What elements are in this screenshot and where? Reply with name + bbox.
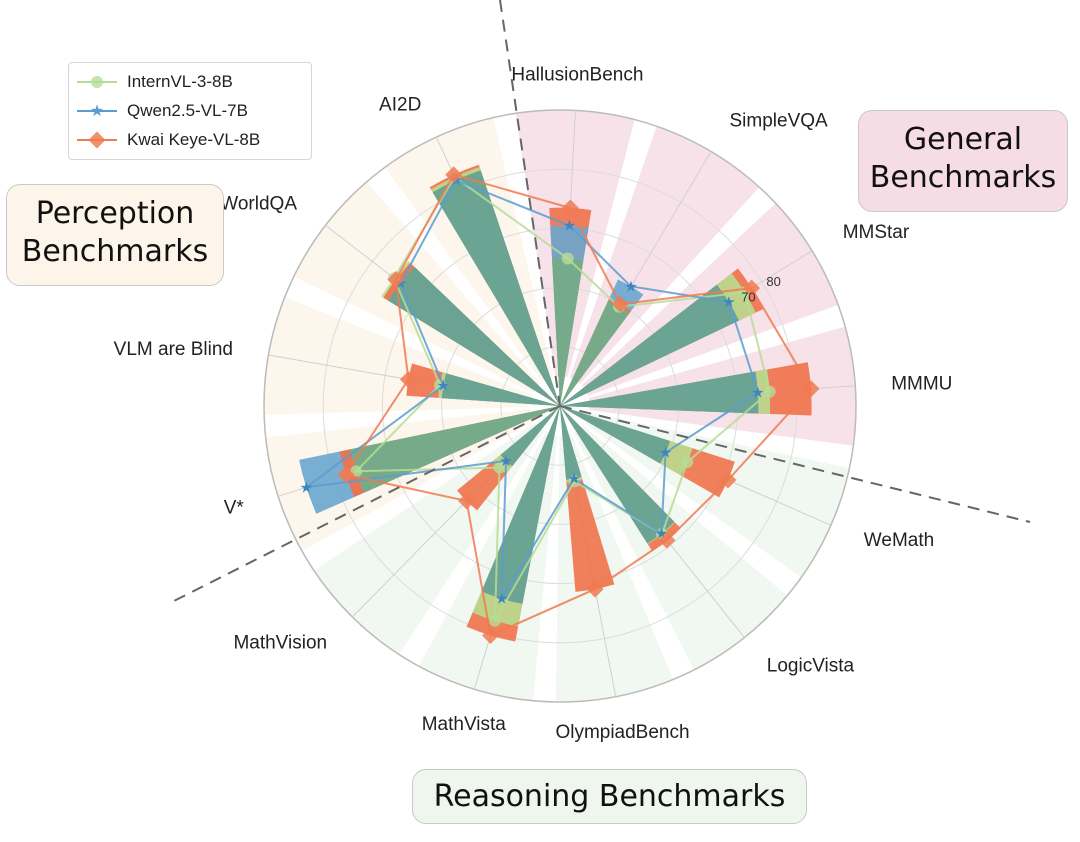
- perception-line-2: Benchmarks: [21, 233, 209, 269]
- point-marker: ★: [624, 277, 637, 295]
- general-benchmarks-label: General Benchmarks: [858, 110, 1068, 212]
- legend-item-keye: Kwai Keye-VL-8B: [75, 125, 311, 154]
- series-line: [353, 175, 771, 622]
- point-marker: ★: [659, 444, 672, 462]
- bar-overlap: [552, 258, 584, 406]
- point-marker: [658, 531, 676, 549]
- legend-label-internvl: InternVL-3-8B: [127, 71, 233, 91]
- point-marker: [337, 466, 355, 484]
- axis-label: MathVision: [233, 633, 327, 654]
- point-marker: ★: [499, 452, 512, 470]
- group-divider: [559, 405, 1031, 523]
- general-line-2: Benchmarks: [869, 159, 1057, 195]
- general-line-1: General: [903, 122, 1023, 157]
- series-lines: ★★★★★★★★★★★★★: [300, 166, 820, 644]
- perception-line-1: Perception: [35, 196, 195, 231]
- point-marker: ★: [495, 590, 508, 608]
- point-marker: ★: [300, 478, 313, 496]
- point-marker: [802, 380, 820, 398]
- tick-label: 80: [766, 274, 780, 289]
- point-marker: [561, 199, 579, 217]
- bar-overlap: [560, 284, 739, 406]
- point-marker: [586, 580, 604, 598]
- point-marker: [387, 271, 405, 289]
- axis-label: MathVista: [422, 714, 507, 735]
- bar-overlap: [560, 371, 759, 414]
- axis-label: V*: [224, 497, 245, 518]
- legend-marker-star-icon: ★: [77, 101, 117, 120]
- axis-label: VLM are Blind: [114, 339, 233, 360]
- point-marker: ★: [567, 470, 580, 488]
- point-marker: [763, 385, 776, 398]
- point-marker: [743, 279, 761, 297]
- bar-overlap: [481, 406, 560, 604]
- point-marker: [561, 252, 574, 265]
- legend-label-qwen: Qwen2.5-VL-7B: [127, 100, 248, 120]
- legend-item-internvl: InternVL-3-8B: [75, 67, 311, 96]
- point-marker: [399, 370, 417, 388]
- tick-label: 70: [741, 289, 755, 304]
- svg-text:★: ★: [90, 101, 104, 120]
- axis-labels: HallusionBench SimpleVQA MMStar MMMU WeMath L…: [114, 65, 953, 744]
- group-divider: [499, 0, 561, 407]
- axis-label: MMMU: [891, 373, 952, 394]
- point-marker: ★: [751, 383, 764, 401]
- point-marker: [445, 166, 463, 184]
- perception-benchmarks-label: Perception Benchmarks: [6, 184, 224, 286]
- point-marker: [458, 492, 476, 510]
- bar-overlap: [432, 170, 560, 406]
- group-dividers: [167, 0, 1031, 605]
- bar-overlap: [560, 406, 670, 464]
- axis-label: WeMath: [864, 530, 934, 551]
- point-marker: ★: [563, 217, 576, 235]
- legend: InternVL-3-8B ★ Qwen2.5-VL-7B Kwai Keye-…: [68, 62, 312, 160]
- legend-marker-diamond-icon: [77, 131, 117, 148]
- series-line: [302, 178, 760, 603]
- axis-label: MMStar: [843, 222, 910, 243]
- legend-marker-circle-icon: [77, 75, 117, 88]
- bar-overlap: [560, 301, 630, 406]
- bar-overlap: [500, 406, 560, 467]
- bars: [299, 164, 812, 642]
- point-marker: [719, 471, 737, 489]
- group-divider: [167, 405, 561, 605]
- reasoning-line: Reasoning Benchmarks: [433, 779, 786, 814]
- bar-overlap: [388, 266, 560, 406]
- point-marker: [681, 456, 694, 469]
- axis-label: OlympiadBench: [555, 722, 689, 743]
- reasoning-benchmarks-label: Reasoning Benchmarks: [412, 769, 807, 824]
- point-marker: [482, 626, 500, 644]
- axis-label: AI2D: [379, 94, 421, 115]
- point-marker: [493, 461, 506, 474]
- point-marker: ★: [722, 293, 735, 311]
- axis-label: SimpleVQA: [730, 111, 829, 132]
- point-marker: ★: [437, 377, 450, 395]
- axis-label: HallusionBench: [511, 65, 643, 86]
- point-marker: [488, 614, 501, 627]
- axis-label: LogicVista: [767, 656, 855, 677]
- bar-overlap: [441, 373, 560, 406]
- bar-overlap: [560, 406, 582, 480]
- point-marker: [611, 295, 629, 313]
- legend-label-keye: Kwai Keye-VL-8B: [127, 129, 261, 149]
- legend-item-qwen: ★ Qwen2.5-VL-7B: [75, 96, 311, 125]
- bar-overlap: [560, 406, 675, 544]
- series-line: [344, 173, 813, 637]
- grid-circle: [263, 109, 857, 703]
